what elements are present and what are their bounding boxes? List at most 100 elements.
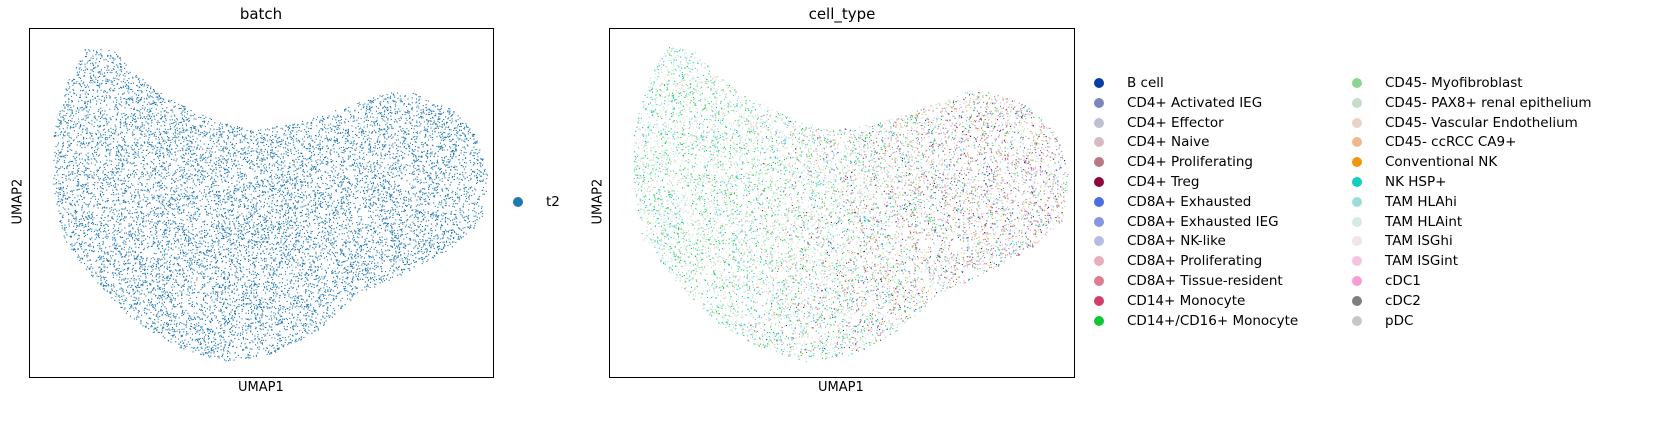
scatter-point [297,259,299,261]
scatter-point [76,210,78,212]
scatter-point [277,228,279,230]
scatter-point [136,84,138,86]
scatter-point [249,185,251,187]
scatter-point [336,227,338,229]
scatter-point [255,257,257,259]
scatter-point [131,201,133,203]
scatter-point [192,181,194,183]
scatter-point [117,199,119,201]
scatter-point [278,334,280,336]
scatter-point [256,181,258,183]
scatter-point [128,104,130,106]
scatter-point [231,274,233,276]
scatter-point [157,285,159,287]
scatter-point [218,239,220,241]
scatter-point [434,131,436,133]
scatter-point [185,190,187,192]
scatter-point [304,274,306,276]
scatter-point [473,161,475,163]
scatter-point [297,235,299,237]
scatter-point [408,130,410,132]
scatter-point [238,233,240,235]
scatter-point [152,331,154,333]
scatter-point [245,151,247,153]
scatter-point [338,217,340,219]
scatter-point [227,137,229,139]
scatter-point [325,156,327,158]
scatter-point [315,311,317,313]
scatter-point [169,298,171,300]
scatter-point [239,263,241,265]
scatter-point [346,148,348,150]
scatter-point [342,261,344,263]
scatter-point [213,344,215,346]
scatter-point [459,228,461,230]
scatter-point [64,107,66,109]
scatter-point [188,249,190,251]
scatter-point [356,119,358,121]
scatter-point [281,167,283,169]
scatter-point [133,114,135,116]
scatter-point [85,242,87,244]
scatter-point [147,86,149,88]
scatter-point [435,171,437,173]
scatter-point [202,328,204,330]
scatter-point [86,190,88,192]
scatter-point [225,236,227,238]
scatter-point [88,163,90,165]
scatter-point [338,155,340,157]
scatter-point [227,352,229,354]
scatter-point [136,302,138,304]
scatter-point [152,304,154,306]
scatter-point [174,136,176,138]
scatter-point [311,298,313,300]
scatter-point [181,227,183,229]
scatter-point [449,146,451,148]
scatter-point [197,164,199,166]
scatter-point [168,149,170,151]
scatter-point [193,238,195,240]
scatter-point [142,156,144,158]
scatter-point [271,289,273,291]
scatter-point [421,188,423,190]
scatter-point [137,231,139,233]
scatter-point [452,156,454,158]
scatter-point [148,178,150,180]
scatter-point [233,164,235,166]
scatter-point [77,179,79,181]
scatter-point [225,234,227,236]
scatter-point [269,287,271,289]
scatter-point [357,241,359,243]
scatter-point [258,240,260,242]
scatter-point [205,241,207,243]
scatter-point [79,223,81,225]
scatter-point [138,178,140,180]
scatter-point [361,270,363,272]
scatter-point [208,121,210,123]
scatter-point [253,164,255,166]
scatter-point [199,272,201,274]
scatter-point [361,129,363,131]
scatter-point [194,211,196,213]
scatter-point [379,164,381,166]
scatter-point [392,143,394,145]
scatter-point [159,118,161,120]
scatter-point [395,240,397,242]
scatter-point [99,178,101,180]
scatter-point [271,306,273,308]
scatter-point [429,240,431,242]
scatter-point [93,158,95,160]
scatter-point [167,314,169,316]
scatter-point [138,291,140,293]
scatter-point [326,164,328,166]
scatter-point [286,224,288,226]
scatter-point [192,245,194,247]
scatter-point [399,189,401,191]
scatter-point [76,172,78,174]
scatter-point [340,205,342,207]
scatter-point [401,136,403,138]
scatter-point [169,291,171,293]
scatter-point [141,243,143,245]
scatter-point [175,341,177,343]
scatter-point [232,318,234,320]
